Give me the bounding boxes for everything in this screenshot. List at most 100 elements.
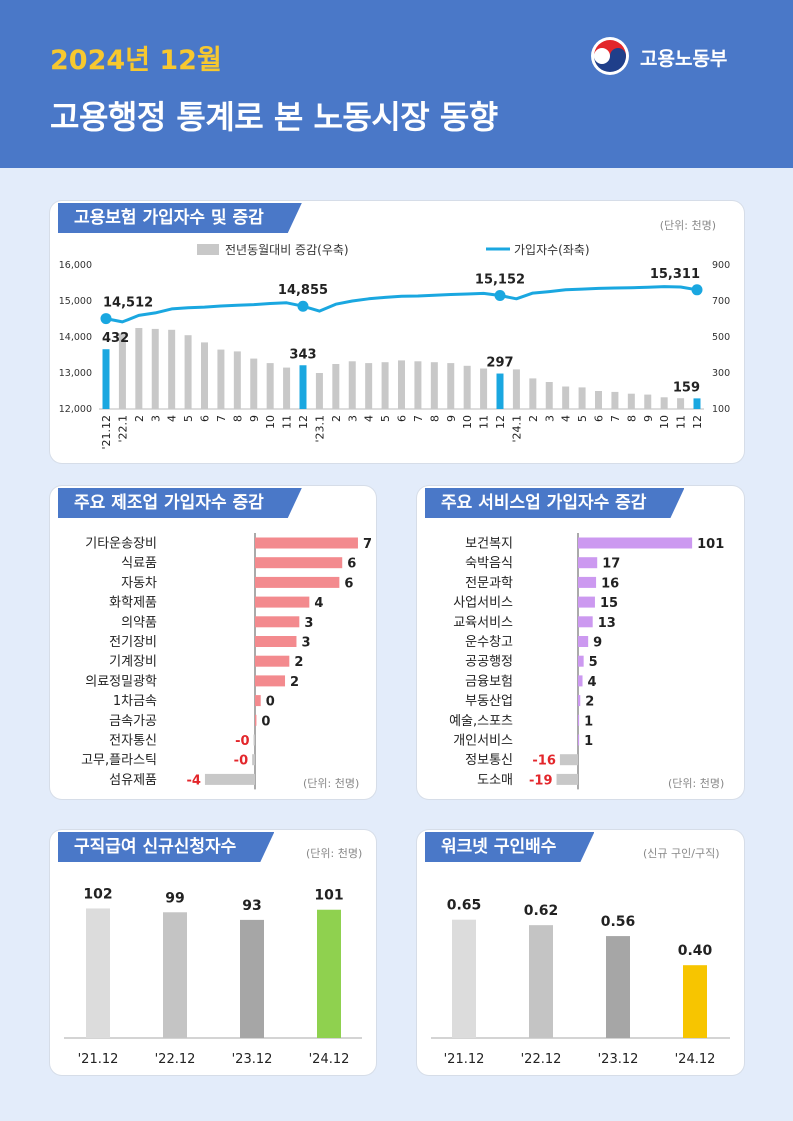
manufacturing-bar [255, 576, 340, 588]
worknet-chart: 0.65 '21.12 0.62 '22.12 0.56 '23.12 0.40 '24.12 [431, 898, 730, 1067]
manufacturing-value-label: 6 [344, 576, 353, 591]
x-axis-tick: 7 [215, 415, 228, 422]
service-bar [578, 537, 693, 549]
category-label: 의료정밀광학 [85, 674, 157, 689]
claims-bar [86, 908, 110, 1038]
x-axis-tick: '21.12 [100, 415, 113, 450]
manufacturing-bar [255, 655, 290, 667]
left-axis-tick: 12,000 [59, 404, 92, 415]
right-axis-tick: 500 [712, 332, 730, 343]
insurance-bar [398, 360, 405, 409]
category-label: 전기장비 [109, 635, 157, 650]
category-label: 사업서비스 [453, 596, 513, 611]
manufacturing-chart: 기타운송장비 7 식료품 6 자동차 6 화학제품 4 의약품 3 전기장비 3 기계장비 2 의료정밀광학… [81, 533, 372, 790]
x-axis-tick: 6 [396, 415, 409, 422]
manufacturing-bar [255, 675, 286, 687]
category-label: 식료품 [121, 556, 157, 571]
insurance-bar-label: 159 [673, 380, 700, 395]
service-unit: (단위: 천명) [668, 777, 725, 790]
worknet-x-tick: '24.12 [675, 1052, 716, 1067]
service-bar [578, 576, 597, 588]
category-label: 개인서비스 [453, 734, 513, 749]
insurance-bar [299, 365, 307, 409]
service-bar [578, 655, 584, 667]
service-value-label: 17 [602, 557, 620, 572]
insurance-line-label: 14,512 [103, 296, 153, 311]
service-value-label: 2 [585, 695, 594, 710]
service-value-label: -19 [529, 773, 553, 788]
category-label: 금융보험 [465, 674, 513, 689]
x-axis-tick: 5 [379, 415, 392, 422]
x-axis-tick: 3 [543, 415, 556, 422]
claims-x-tick: '22.12 [155, 1052, 196, 1067]
category-label: 기타운송장비 [85, 537, 157, 552]
right-axis-tick: 700 [712, 296, 730, 307]
category-label: 부동산업 [465, 694, 513, 709]
left-axis-tick: 15,000 [59, 296, 92, 307]
insurance-bar [233, 351, 241, 409]
worknet-bar [683, 965, 707, 1038]
x-axis-tick: 5 [182, 415, 195, 422]
insurance-bar [578, 387, 586, 409]
claims-x-tick: '23.12 [232, 1052, 273, 1067]
manufacturing-bar [255, 714, 257, 726]
left-axis-tick: 16,000 [59, 260, 92, 271]
service-bar [578, 636, 589, 647]
worknet-card-title: 워크넷 구인배수 [425, 832, 594, 862]
insurance-unit: (단위: 천명) [659, 219, 716, 232]
x-axis-tick: 3 [149, 415, 162, 422]
worknet-card: 워크넷 구인배수 (신규 구인/구직) 0.65 '21.12 0.62 '22.12… [417, 830, 744, 1075]
claims-bar [163, 912, 187, 1038]
category-label: 운수창고 [465, 635, 513, 650]
worknet-value-label: 0.56 [601, 914, 636, 930]
insurance-bar [430, 362, 438, 409]
insurance-bar [266, 363, 274, 409]
report-date: 2024년 12월 [50, 45, 222, 76]
insurance-line-label: 14,855 [278, 283, 328, 298]
service-card-title: 주요 서비스업 가입자수 증감 [425, 488, 684, 518]
worknet-x-tick: '21.12 [444, 1052, 485, 1067]
x-axis-tick: 5 [576, 415, 589, 422]
manufacturing-bar [255, 596, 310, 608]
insurance-bar [201, 342, 208, 409]
insurance-bar-label: 432 [102, 331, 129, 346]
category-label: 보건복지 [465, 537, 513, 552]
x-axis-tick: '23.1 [313, 415, 326, 443]
x-axis-tick: 11 [478, 415, 491, 429]
category-label: 금속가공 [109, 714, 157, 729]
service-value-label: -16 [532, 754, 556, 769]
manufacturing-value-label: 4 [314, 596, 323, 611]
insurance-card: 고용보험 가입자수 및 증감 (단위: 천명) 전년동월대비 증감(우축) 가입자… [50, 201, 744, 463]
insurance-line-label: 15,152 [475, 273, 525, 288]
category-label: 화학제품 [109, 596, 157, 611]
claims-x-tick: '24.12 [309, 1052, 350, 1067]
x-axis-tick: 2 [330, 415, 343, 422]
x-axis-tick: 6 [199, 415, 212, 422]
x-axis-tick: 12 [297, 415, 310, 429]
insurance-line-label: 15,311 [650, 267, 700, 282]
claims-chart: 102 '21.12 99 '22.12 93 '23.12 101 '24.12 [64, 886, 362, 1067]
x-axis-tick: 6 [593, 415, 606, 422]
worknet-unit: (신규 구인/구직) [643, 847, 720, 860]
insurance-card-title: 고용보험 가입자수 및 증감 [58, 203, 302, 233]
ministry-emblem-icon [591, 37, 629, 75]
category-label: 고무,플라스틱 [81, 753, 157, 768]
worknet-bar [606, 936, 630, 1038]
insurance-line-point [691, 284, 703, 296]
insurance-bar [627, 393, 635, 409]
claims-value-label: 102 [83, 886, 112, 902]
x-axis-tick: 8 [231, 415, 244, 422]
claims-value-label: 93 [242, 898, 261, 914]
service-bar [578, 616, 593, 628]
x-axis-tick: 3 [346, 415, 359, 422]
insurance-bar-label: 343 [289, 347, 316, 362]
manufacturing-bar [255, 557, 343, 569]
service-value-label: 9 [593, 636, 602, 651]
insurance-bar [381, 362, 389, 409]
service-value-label: 1 [584, 714, 593, 729]
category-label: 도소매 [477, 773, 513, 788]
manufacturing-bar [255, 616, 300, 628]
insurance-bar [250, 358, 258, 409]
claims-x-tick: '21.12 [78, 1052, 119, 1067]
